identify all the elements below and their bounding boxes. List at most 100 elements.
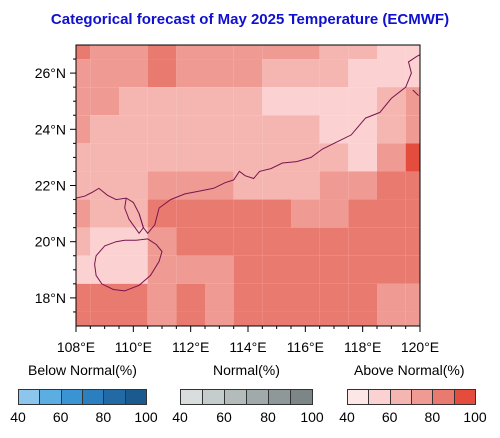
grid-cell: [291, 143, 320, 172]
grid-cell: [377, 255, 406, 284]
grid-cell: [291, 311, 320, 326]
grid-cell: [319, 59, 349, 88]
grid-cell: [205, 227, 234, 256]
grid-cell: [147, 199, 177, 228]
hainan-coastline: [94, 238, 163, 292]
legend-above-tick: 60: [381, 409, 398, 425]
grid-cell: [348, 199, 377, 228]
grid-cell: [205, 283, 234, 312]
grid-cell: [147, 171, 177, 200]
leizhou-peninsula: [124, 198, 144, 235]
grid-cell: [377, 45, 406, 60]
grid-cell: [233, 171, 263, 200]
grid-cell: [405, 255, 420, 284]
legend-below-swatch: [39, 389, 62, 405]
legend-below-swatch: [103, 389, 126, 405]
grid-cell: [348, 171, 377, 200]
grid-cell: [147, 45, 177, 60]
y-axis: 18°N 20°N 22°N 24°N 26°N: [35, 58, 76, 313]
grid-cell: [319, 87, 349, 116]
grid-cell: [405, 143, 420, 172]
grid-cell: [76, 143, 91, 172]
grid-cell: [76, 227, 91, 256]
grid-cell: [262, 311, 291, 326]
grid-cell: [147, 283, 177, 312]
grid-cell: [377, 227, 406, 256]
grid-cell: [377, 59, 406, 88]
grid-cell: [119, 227, 148, 256]
grid-cell: [377, 311, 406, 326]
grid-cell: [233, 283, 263, 312]
grid-cell: [147, 115, 177, 144]
grid-cell: [90, 59, 119, 88]
grid-cell: [319, 45, 349, 60]
x-tick-label: 112°E: [172, 339, 209, 355]
grid-cell: [205, 87, 234, 116]
grid-cell: [348, 115, 377, 144]
grid-cell: [76, 171, 91, 200]
grid-cell: [405, 199, 420, 228]
grid-cell: [348, 311, 377, 326]
grid-cell: [405, 311, 420, 326]
grid-cell: [377, 115, 406, 144]
grid-cell: [176, 87, 205, 116]
grid-cell: [90, 255, 119, 284]
grid-cell: [76, 115, 91, 144]
legend-below-tick: 60: [52, 409, 69, 425]
grid-cell: [262, 255, 291, 284]
grid-cell: [319, 311, 349, 326]
grid-cell: [76, 87, 91, 116]
grid-cell: [348, 87, 377, 116]
grid-cell: [262, 87, 291, 116]
legend-below-title: Below Normal(%): [28, 362, 137, 378]
grid-cell: [233, 87, 263, 116]
grid-cell: [119, 59, 148, 88]
grid-cell: [147, 59, 177, 88]
grid-cell: [176, 255, 205, 284]
grid-cell: [76, 255, 91, 284]
grid-cell: [291, 87, 320, 116]
grid-cell: [233, 45, 263, 60]
grid-cell: [205, 45, 234, 60]
grid-cell: [348, 143, 377, 172]
grid-cell: [319, 171, 349, 200]
legend-above-swatch: [368, 389, 391, 405]
legend-normal-swatch: [268, 389, 291, 405]
x-tick-label: 108°E: [57, 339, 95, 355]
grid-cell: [405, 115, 420, 144]
grid-cell: [405, 227, 420, 256]
grid-cell: [205, 59, 234, 88]
grid-cell: [262, 143, 291, 172]
grid-cell: [319, 283, 349, 312]
mainland-coastline: [75, 54, 421, 235]
legend-below-swatch: [60, 389, 83, 405]
grid-cell: [291, 255, 320, 284]
grid-cell: [377, 199, 406, 228]
legend-above-tick: 40: [339, 409, 355, 425]
grid-cell: [176, 59, 205, 88]
grid-cell: [348, 255, 377, 284]
grid-cell: [291, 199, 320, 228]
grid-cell: [119, 143, 148, 172]
grid-cell: [176, 171, 205, 200]
grid-cell: [176, 143, 205, 172]
grid-cell: [262, 115, 291, 144]
legend-normal-swatch: [180, 389, 203, 405]
legend-below-tick: 80: [95, 409, 112, 425]
grid-cell: [147, 255, 177, 284]
coastline: [75, 54, 421, 292]
grid-cell: [147, 87, 177, 116]
grid-cell: [119, 171, 148, 200]
grid-cell: [262, 227, 291, 256]
legend-above-title: Above Normal(%): [354, 362, 465, 378]
grid-cell: [291, 45, 320, 60]
grid-cell: [262, 59, 291, 88]
grid-cell: [405, 45, 420, 60]
grid-cell: [319, 143, 349, 172]
legend-below-tick: 100: [134, 409, 158, 425]
legend-normal-tick: 40: [172, 409, 188, 425]
x-tick-label: 110°E: [115, 339, 152, 355]
y-tick-label: 26°N: [35, 65, 66, 81]
grid-cell: [90, 45, 119, 60]
